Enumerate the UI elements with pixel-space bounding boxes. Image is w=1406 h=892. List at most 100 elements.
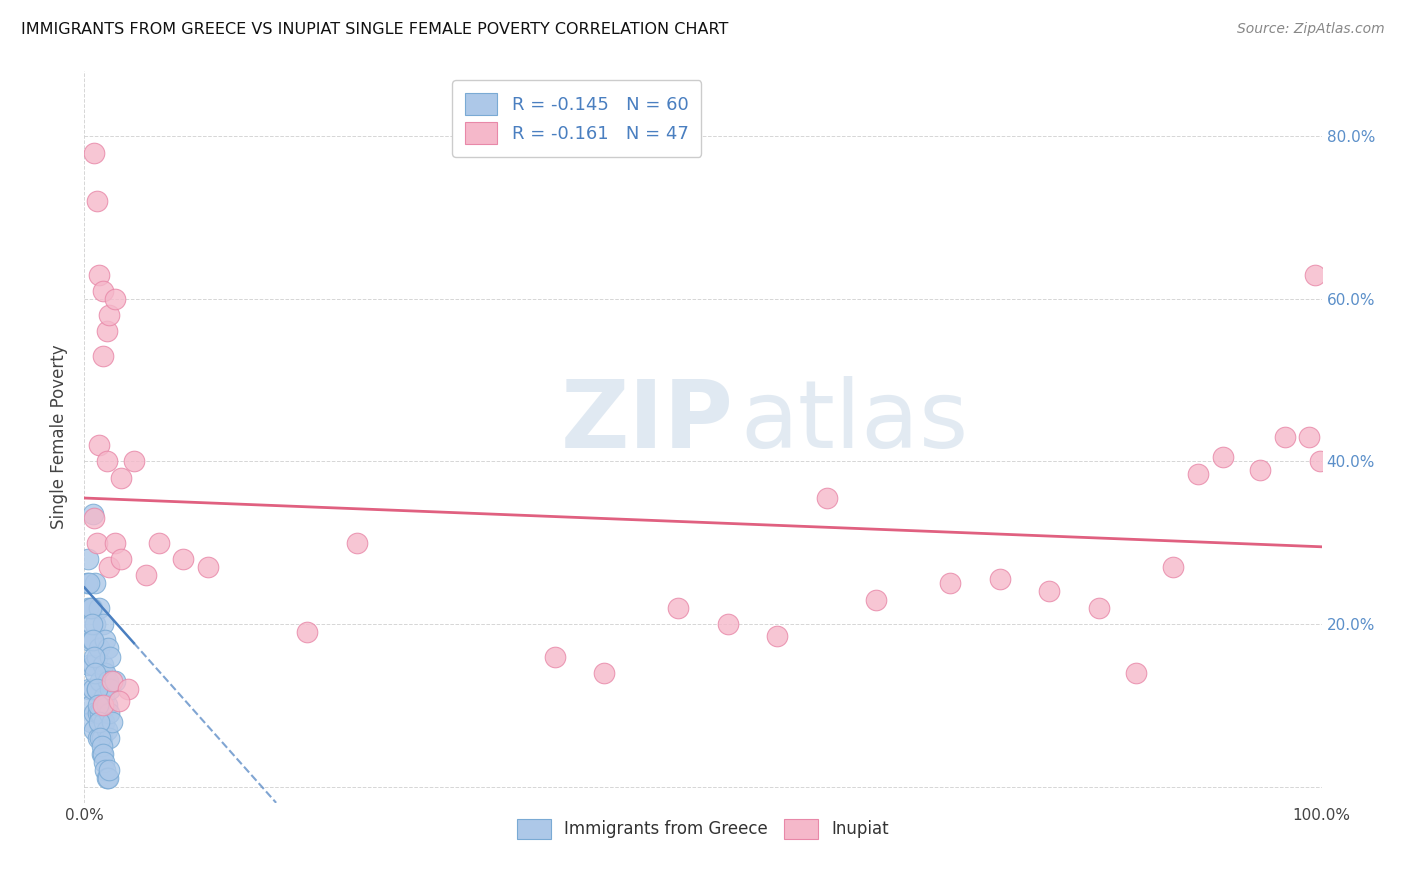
Point — [98, 764, 121, 778]
Point — [98, 706, 121, 721]
Point — [82, 508, 104, 522]
Point — [593, 665, 616, 680]
Point — [1088, 600, 1111, 615]
Point — [110, 471, 132, 485]
Point — [89, 706, 111, 721]
Point — [89, 714, 111, 729]
Point — [865, 592, 887, 607]
Point — [96, 772, 118, 786]
Point — [135, 568, 157, 582]
Point — [91, 698, 114, 713]
Point — [666, 600, 689, 615]
Point — [117, 681, 139, 696]
Point — [84, 576, 107, 591]
Point — [91, 617, 114, 632]
Legend: Immigrants from Greece, Inupiat: Immigrants from Greece, Inupiat — [510, 812, 896, 846]
Point — [346, 535, 368, 549]
Point — [100, 673, 122, 688]
Point — [83, 723, 105, 737]
Point — [104, 292, 127, 306]
Point — [86, 681, 108, 696]
Point — [1187, 467, 1209, 481]
Point — [98, 560, 121, 574]
Point — [86, 535, 108, 549]
Point — [83, 145, 105, 160]
Point — [83, 649, 105, 664]
Text: atlas: atlas — [740, 376, 969, 468]
Point — [83, 706, 105, 721]
Point — [91, 657, 114, 672]
Point — [79, 714, 101, 729]
Point — [87, 706, 110, 721]
Point — [766, 629, 789, 643]
Text: IMMIGRANTS FROM GREECE VS INUPIAT SINGLE FEMALE POVERTY CORRELATION CHART: IMMIGRANTS FROM GREECE VS INUPIAT SINGLE… — [21, 22, 728, 37]
Point — [94, 665, 117, 680]
Point — [1274, 430, 1296, 444]
Point — [104, 673, 127, 688]
Point — [82, 657, 104, 672]
Point — [79, 698, 101, 713]
Point — [80, 633, 103, 648]
Point — [122, 454, 145, 468]
Point — [104, 535, 127, 549]
Point — [1298, 430, 1320, 444]
Point — [543, 649, 565, 664]
Point — [87, 731, 110, 745]
Point — [90, 739, 112, 753]
Point — [93, 755, 115, 769]
Point — [97, 641, 120, 656]
Point — [97, 673, 120, 688]
Point — [939, 576, 962, 591]
Point — [86, 649, 108, 664]
Point — [89, 268, 111, 282]
Text: Source: ZipAtlas.com: Source: ZipAtlas.com — [1237, 22, 1385, 37]
Y-axis label: Single Female Poverty: Single Female Poverty — [51, 345, 69, 529]
Point — [1309, 454, 1331, 468]
Point — [1305, 268, 1327, 282]
Point — [108, 694, 131, 708]
Point — [98, 681, 121, 696]
Point — [80, 617, 103, 632]
Point — [89, 600, 111, 615]
Point — [148, 535, 170, 549]
Point — [94, 764, 117, 778]
Point — [89, 673, 111, 688]
Point — [96, 723, 118, 737]
Point — [1038, 584, 1060, 599]
Point — [1212, 450, 1234, 465]
Point — [100, 714, 122, 729]
Point — [96, 325, 118, 339]
Point — [77, 633, 100, 648]
Point — [91, 747, 114, 761]
Point — [79, 681, 101, 696]
Point — [90, 731, 112, 745]
Point — [77, 600, 100, 615]
Point — [90, 747, 112, 761]
Point — [93, 714, 115, 729]
Point — [82, 681, 104, 696]
Point — [76, 576, 98, 591]
Point — [89, 731, 111, 745]
Point — [815, 491, 838, 505]
Point — [84, 617, 107, 632]
Point — [80, 600, 103, 615]
Point — [86, 681, 108, 696]
Point — [98, 731, 121, 745]
Point — [172, 552, 194, 566]
Point — [79, 576, 101, 591]
Point — [82, 633, 104, 648]
Point — [110, 552, 132, 566]
Point — [295, 625, 318, 640]
Point — [79, 657, 101, 672]
Point — [89, 438, 111, 452]
Text: ZIP: ZIP — [561, 376, 734, 468]
Point — [93, 690, 115, 705]
Point — [87, 698, 110, 713]
Point — [988, 572, 1011, 586]
Point — [91, 284, 114, 298]
Point — [86, 194, 108, 209]
Point — [79, 600, 101, 615]
Point — [89, 641, 111, 656]
Point — [84, 665, 107, 680]
Point — [1249, 462, 1271, 476]
